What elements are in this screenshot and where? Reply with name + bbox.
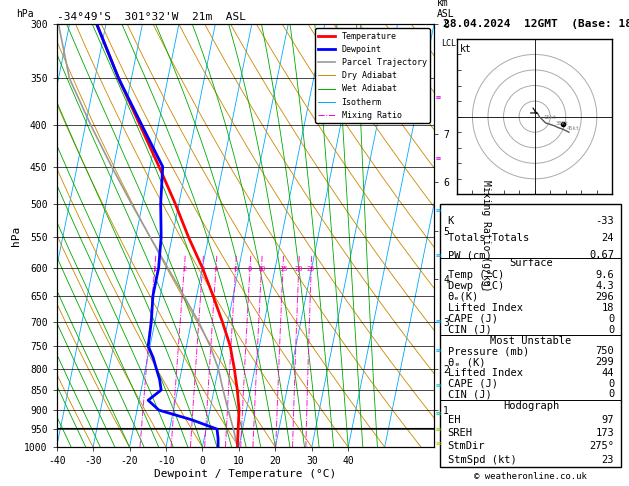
Text: PW (cm): PW (cm) bbox=[448, 250, 491, 260]
Text: StmSpd (kt): StmSpd (kt) bbox=[448, 455, 516, 465]
Text: Temp (°C): Temp (°C) bbox=[448, 270, 504, 279]
Text: 28.04.2024  12GMT  (Base: 18): 28.04.2024 12GMT (Base: 18) bbox=[443, 19, 629, 30]
Text: ≡: ≡ bbox=[436, 93, 441, 103]
Text: 20: 20 bbox=[294, 266, 303, 273]
Text: 3: 3 bbox=[201, 266, 204, 273]
Text: 23: 23 bbox=[602, 455, 614, 465]
Text: 296: 296 bbox=[596, 292, 614, 302]
Text: km
ASL: km ASL bbox=[437, 0, 455, 19]
Text: Pressure (mb): Pressure (mb) bbox=[448, 347, 529, 356]
Text: 275°: 275° bbox=[589, 441, 614, 451]
Text: ≡: ≡ bbox=[436, 439, 441, 448]
Text: Lifted Index: Lifted Index bbox=[448, 303, 523, 312]
Y-axis label: hPa: hPa bbox=[11, 226, 21, 246]
Text: EH: EH bbox=[448, 415, 460, 425]
Text: 299: 299 bbox=[596, 357, 614, 367]
Text: Most Unstable: Most Unstable bbox=[490, 336, 572, 346]
Text: ≡: ≡ bbox=[436, 346, 441, 355]
Text: ≡: ≡ bbox=[436, 410, 441, 418]
Text: -33: -33 bbox=[596, 216, 614, 226]
Text: ≡: ≡ bbox=[436, 251, 441, 260]
Legend: Temperature, Dewpoint, Parcel Trajectory, Dry Adiabat, Wet Adiabat, Isotherm, Mi: Temperature, Dewpoint, Parcel Trajectory… bbox=[315, 29, 430, 123]
Text: CAPE (J): CAPE (J) bbox=[448, 379, 498, 389]
Text: 0.67: 0.67 bbox=[589, 250, 614, 260]
Text: Lifted Index: Lifted Index bbox=[448, 368, 523, 378]
Text: 0: 0 bbox=[608, 314, 614, 324]
Text: Hodograph: Hodograph bbox=[503, 401, 559, 411]
Text: ≡: ≡ bbox=[436, 154, 441, 163]
Text: StmDir: StmDir bbox=[448, 441, 485, 451]
Text: 173: 173 bbox=[596, 428, 614, 438]
Text: 0: 0 bbox=[608, 379, 614, 389]
Text: 0: 0 bbox=[608, 389, 614, 399]
Text: θₑ (K): θₑ (K) bbox=[448, 357, 485, 367]
Text: kt: kt bbox=[460, 44, 472, 53]
Text: 15: 15 bbox=[279, 266, 287, 273]
Text: SREH: SREH bbox=[448, 428, 472, 438]
Text: 9.6: 9.6 bbox=[596, 270, 614, 279]
Text: ≡: ≡ bbox=[436, 425, 441, 434]
Text: 97: 97 bbox=[602, 415, 614, 425]
Text: ≡: ≡ bbox=[436, 206, 441, 215]
Text: Surface: Surface bbox=[509, 259, 553, 268]
Text: CIN (J): CIN (J) bbox=[448, 389, 491, 399]
Text: 44: 44 bbox=[602, 368, 614, 378]
Text: 4.3: 4.3 bbox=[596, 280, 614, 291]
Text: ≡: ≡ bbox=[436, 382, 441, 390]
Text: 24: 24 bbox=[602, 233, 614, 243]
Text: LCL: LCL bbox=[442, 38, 457, 48]
Text: 750: 750 bbox=[596, 347, 614, 356]
Text: 10: 10 bbox=[257, 266, 265, 273]
Text: 8: 8 bbox=[248, 266, 252, 273]
Text: 4: 4 bbox=[214, 266, 218, 273]
Text: Totals Totals: Totals Totals bbox=[448, 233, 529, 243]
Text: Dewp (°C): Dewp (°C) bbox=[448, 280, 504, 291]
Text: 2: 2 bbox=[182, 266, 186, 273]
X-axis label: Dewpoint / Temperature (°C): Dewpoint / Temperature (°C) bbox=[154, 469, 337, 479]
Text: © weatheronline.co.uk: © weatheronline.co.uk bbox=[474, 472, 587, 481]
Text: 45kt: 45kt bbox=[567, 126, 579, 131]
Text: hPa: hPa bbox=[16, 9, 33, 19]
Text: 25: 25 bbox=[307, 266, 316, 273]
Text: 0: 0 bbox=[608, 325, 614, 335]
Text: ≡: ≡ bbox=[436, 317, 441, 327]
Text: 30kt: 30kt bbox=[555, 121, 569, 126]
Text: CIN (J): CIN (J) bbox=[448, 325, 491, 335]
Text: 18: 18 bbox=[602, 303, 614, 312]
Text: Mixing Ratio (g/kg): Mixing Ratio (g/kg) bbox=[481, 180, 491, 292]
Text: θₑ(K): θₑ(K) bbox=[448, 292, 479, 302]
Text: 6: 6 bbox=[233, 266, 238, 273]
Text: 1: 1 bbox=[153, 266, 157, 273]
Text: CAPE (J): CAPE (J) bbox=[448, 314, 498, 324]
Text: -34°49'S  301°32'W  21m  ASL: -34°49'S 301°32'W 21m ASL bbox=[57, 12, 245, 22]
Text: 15kt: 15kt bbox=[543, 115, 556, 120]
Text: K: K bbox=[448, 216, 454, 226]
